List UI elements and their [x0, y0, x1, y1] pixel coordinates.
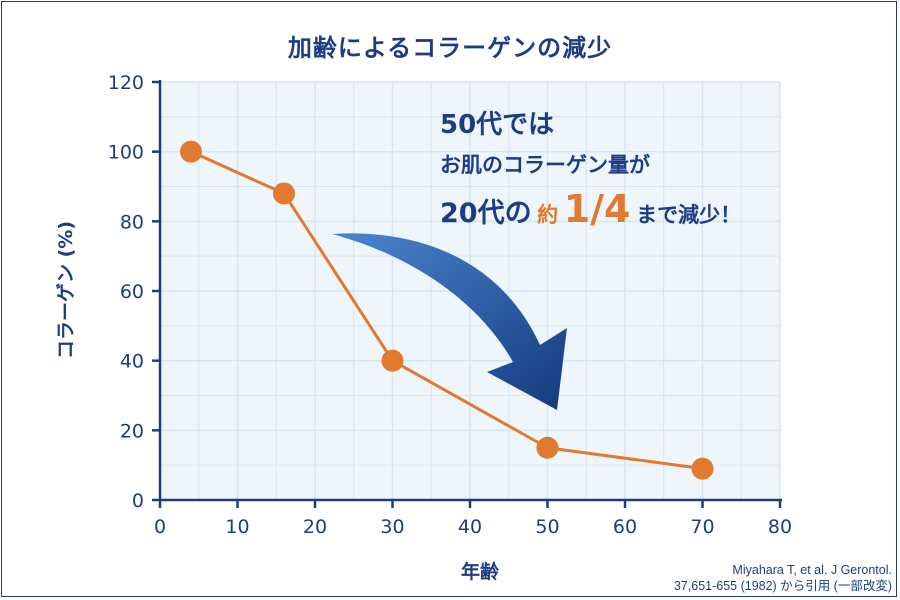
x-tick-label: 60 [613, 516, 637, 538]
y-axis-label: コラーゲン (%) [55, 221, 77, 359]
series-collagen [180, 140, 714, 480]
annotation-20s: 20代の [440, 198, 532, 229]
y-tick-label: 80 [120, 211, 144, 233]
y-tick-label: 60 [120, 281, 144, 303]
tick-labels: 0 10 20 30 40 50 60 70 80 0 20 40 60 80 100 120 [108, 72, 792, 538]
chart-title: 加齢によるコラーゲンの減少 [287, 34, 613, 62]
x-tick-label: 10 [225, 516, 249, 538]
x-tick-label: 50 [535, 516, 559, 538]
source-line-1: Miyahara T, et al. J Gerontol. [732, 563, 892, 577]
decrease-arrow-icon [332, 233, 567, 410]
x-tick-label: 80 [768, 516, 792, 538]
source-line-2: 37,651-655 (1982) から引用 (一部改変) [673, 579, 892, 593]
x-tick-label: 0 [154, 516, 166, 538]
x-axis-label: 年齢 [461, 560, 500, 583]
axes [152, 80, 782, 508]
x-tick-label: 70 [690, 516, 714, 538]
data-point [536, 436, 559, 459]
data-point [180, 140, 202, 163]
x-tick-label: 40 [458, 516, 482, 538]
annotation-line-3: 20代の 約 1/4 まで減少！ [440, 187, 741, 231]
source-citation: Miyahara T, et al. J Gerontol. 37,651-65… [674, 562, 892, 594]
annotation-line-1: 50代では [440, 110, 554, 140]
y-tick-label: 40 [120, 351, 144, 373]
y-tick-label: 120 [108, 72, 144, 94]
y-tick-label: 100 [108, 142, 144, 164]
annotation-line-2: お肌のコラーゲン量が [440, 153, 650, 177]
x-tick-label: 30 [380, 516, 404, 538]
data-point [273, 182, 295, 205]
x-tick-label: 20 [303, 516, 327, 538]
annotation-quarter: 1/4 [564, 187, 631, 231]
grid-lines [160, 81, 781, 500]
annotation-reduce: まで減少！ [636, 203, 741, 227]
annotation-approx: 約 [537, 203, 558, 227]
data-point [691, 457, 714, 480]
y-tick-label: 0 [132, 490, 144, 512]
y-tick-label: 20 [120, 420, 144, 442]
data-point [381, 349, 404, 372]
